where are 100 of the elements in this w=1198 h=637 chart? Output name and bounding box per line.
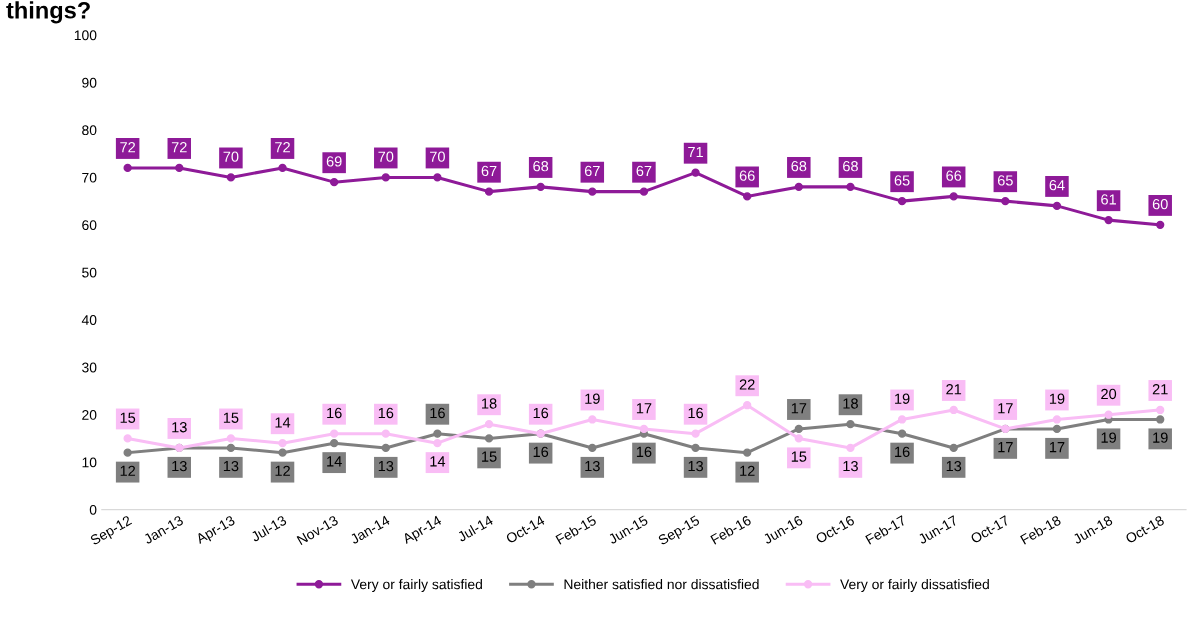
y-tick-label: 100	[74, 30, 97, 41]
data-label: 19	[1049, 393, 1065, 404]
data-label: 19	[1101, 432, 1116, 443]
data-label: 66	[739, 170, 755, 181]
data-label: 67	[481, 165, 497, 177]
data-label: 70	[378, 151, 394, 162]
point	[329, 429, 339, 438]
point	[897, 196, 907, 206]
y-tick-label: 80	[82, 125, 97, 136]
point	[743, 192, 752, 201]
data-label: 19	[895, 393, 910, 404]
data-label: 16	[430, 407, 445, 419]
point	[949, 405, 958, 415]
data-label: 17	[1049, 442, 1065, 453]
point	[1052, 201, 1062, 211]
point	[846, 420, 855, 429]
data-label: 70	[223, 151, 239, 162]
data-label: 19	[585, 393, 600, 404]
point	[433, 173, 442, 182]
point	[329, 177, 339, 187]
point	[794, 182, 803, 192]
point	[846, 182, 855, 192]
point	[897, 415, 907, 424]
data-label: 13	[172, 460, 187, 472]
chart-title: things?	[6, 1, 90, 24]
data-label: 66	[946, 170, 962, 181]
legend-label: Neither satisfied nor dissatisfied	[564, 579, 759, 590]
data-label: 65	[997, 175, 1013, 186]
point	[1052, 424, 1062, 434]
point	[484, 434, 494, 443]
point	[484, 187, 494, 196]
point	[329, 438, 339, 448]
data-label: 68	[843, 161, 858, 172]
data-label: 16	[688, 407, 704, 419]
data-label: 60	[1152, 199, 1168, 210]
data-label: 19	[1153, 432, 1168, 443]
data-label: 17	[998, 442, 1013, 453]
data-label: 68	[533, 161, 549, 172]
y-tick-label: 30	[82, 362, 97, 373]
y-tick-label: 0	[89, 504, 97, 515]
point	[226, 173, 236, 182]
point	[175, 163, 184, 173]
data-label: 13	[946, 460, 962, 472]
data-label: 67	[584, 165, 600, 177]
data-label: 15	[120, 412, 136, 423]
point	[123, 434, 132, 443]
point	[278, 448, 287, 457]
point	[1156, 415, 1165, 424]
data-label: 64	[1049, 180, 1065, 191]
data-label: 20	[1101, 388, 1117, 400]
y-tick-label: 10	[82, 457, 97, 468]
point	[278, 163, 287, 173]
data-label: 22	[739, 379, 755, 390]
data-label: 17	[636, 403, 652, 414]
point	[1104, 215, 1113, 225]
point	[588, 187, 597, 196]
data-label: 12	[120, 465, 136, 476]
data-label: 18	[482, 398, 497, 409]
point	[639, 424, 649, 434]
data-label: 16	[378, 407, 394, 419]
point	[381, 173, 390, 182]
y-tick-label: 60	[82, 220, 97, 231]
point	[381, 429, 390, 438]
data-label: 69	[326, 156, 342, 167]
point	[226, 443, 236, 453]
data-label: 71	[688, 146, 703, 157]
point	[381, 443, 390, 453]
point	[949, 192, 958, 201]
point	[1156, 405, 1165, 415]
data-label: 12	[740, 465, 755, 476]
data-label: 16	[327, 407, 342, 419]
data-label: 14	[327, 456, 342, 467]
point	[588, 415, 597, 424]
data-label: 15	[791, 451, 807, 462]
point	[846, 443, 855, 453]
point	[123, 163, 132, 173]
point	[1104, 410, 1113, 419]
point	[484, 420, 494, 429]
point	[1052, 415, 1062, 424]
point	[794, 434, 803, 443]
point	[639, 187, 649, 196]
point	[897, 429, 907, 438]
point	[278, 438, 287, 448]
y-tick-label: 90	[82, 77, 97, 88]
data-label: 13	[223, 460, 239, 472]
legend-label: Very or fairly satisfied	[350, 579, 482, 592]
data-label: 13	[688, 460, 704, 472]
data-label: 15	[482, 451, 497, 462]
point	[691, 168, 700, 177]
data-label: 17	[998, 403, 1013, 414]
data-label: 68	[791, 161, 807, 172]
point	[691, 443, 700, 453]
data-label: 16	[895, 446, 910, 458]
data-label: 13	[585, 460, 600, 472]
point	[794, 424, 803, 434]
data-label: 21	[1152, 384, 1168, 395]
data-label: 61	[1101, 194, 1116, 205]
data-label: 16	[636, 446, 652, 458]
data-label: 72	[120, 142, 136, 153]
point	[123, 448, 132, 457]
